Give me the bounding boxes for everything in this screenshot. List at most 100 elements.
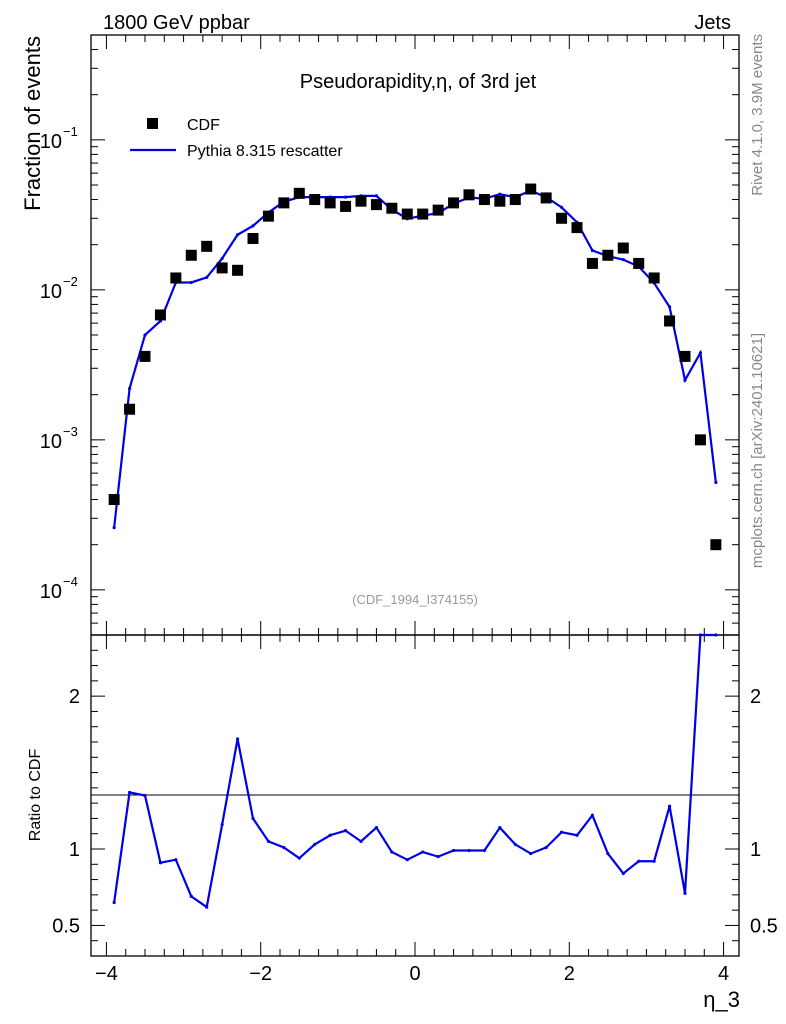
ratio-point — [266, 839, 271, 843]
ratio-point — [158, 861, 163, 865]
cdf-point — [124, 403, 136, 415]
ratio-point — [637, 859, 641, 863]
ratio-point — [652, 859, 656, 863]
ratio-line — [113, 633, 716, 909]
pythia-point — [559, 205, 564, 209]
ratio-point — [174, 858, 178, 862]
legend-data-marker — [147, 118, 158, 129]
y-tick-exponent: −1 — [63, 124, 78, 139]
ratio-point — [667, 804, 672, 808]
header-right: Jets — [694, 12, 731, 34]
pythia-line — [113, 189, 717, 528]
ratio-y-tick-label: 1 — [750, 839, 761, 861]
pythia-point — [343, 195, 348, 199]
ratio-point — [282, 845, 286, 850]
y-tick-label: 10 — [40, 281, 62, 303]
ratio-point — [482, 848, 487, 853]
cdf-point — [201, 240, 213, 252]
cdf-point — [170, 272, 182, 284]
cdf-point — [679, 350, 691, 362]
legend-mc-label: Pythia 8.315 rescatter — [187, 143, 343, 160]
ratio-point — [205, 905, 209, 909]
y-tick-label: 10 — [40, 581, 62, 603]
ratio-point — [220, 822, 224, 827]
y-axis-label: Fraction of events — [20, 36, 45, 211]
cdf-point — [185, 249, 197, 261]
ratio-point — [328, 833, 332, 837]
cdf-point — [355, 195, 367, 207]
analysis-id: (CDF_1994_I374155) — [352, 592, 478, 607]
ratio-point — [405, 858, 409, 862]
cdf-point — [463, 189, 475, 201]
chart-title: Pseudorapidity,η, of 3rd jet — [300, 71, 537, 93]
cdf-point — [478, 194, 490, 206]
y-tick-exponent: −2 — [63, 274, 78, 289]
ratio-point — [390, 850, 394, 854]
cdf-point — [278, 197, 290, 209]
ratio-point — [544, 845, 548, 850]
cdf-point — [540, 192, 552, 204]
cdf-point — [386, 202, 398, 214]
ratio-point — [235, 737, 240, 741]
cdf-point — [432, 204, 444, 216]
ratio-y-tick-label: 0.5 — [52, 915, 80, 937]
cdf-point — [154, 309, 166, 321]
cdf-point — [232, 264, 244, 276]
ratio-point — [189, 894, 193, 898]
cdf-point — [324, 197, 336, 209]
cdf-point — [525, 183, 537, 195]
ratio-point — [451, 848, 456, 853]
cdf-point — [448, 197, 460, 209]
ratio-point — [498, 826, 502, 830]
cdf-point — [340, 200, 352, 212]
ratio-point — [529, 851, 533, 856]
ratio-point — [698, 633, 703, 637]
ratio-point — [575, 833, 579, 837]
pythia-point — [235, 233, 240, 237]
cdf-point — [494, 195, 506, 207]
cdf-point — [586, 257, 598, 269]
x-tick-label: −2 — [249, 963, 272, 985]
x-tick-label: 2 — [564, 963, 575, 985]
cdf-point — [633, 257, 645, 269]
ratio-point — [467, 848, 471, 853]
pythia-point — [143, 333, 147, 337]
cdf-point — [509, 194, 521, 206]
ratio-point — [143, 793, 147, 798]
cdf-point — [417, 208, 429, 220]
pythia-point — [220, 256, 224, 261]
ratio-y-axis-label: Ratio to CDF — [27, 749, 44, 842]
ratio-y-tick-label: 2 — [750, 686, 761, 708]
ratio-point — [374, 826, 379, 830]
x-tick-label: 0 — [409, 963, 420, 985]
ratio-point — [606, 851, 610, 856]
x-tick-label: 4 — [718, 963, 729, 985]
pythia-point — [621, 258, 625, 262]
cdf-point — [694, 434, 706, 446]
pythia-point — [374, 194, 379, 198]
ratio-point — [559, 830, 564, 834]
ratio-point — [436, 855, 440, 859]
pythia-point — [683, 378, 687, 382]
pythia-point — [498, 192, 502, 196]
y-tick-label: 10 — [40, 431, 62, 453]
ratio-point — [127, 790, 132, 795]
x-tick-label: −4 — [95, 963, 118, 985]
legend-data-label: CDF — [187, 117, 220, 134]
cdf-point — [293, 187, 305, 199]
ratio-point — [359, 839, 363, 843]
y-tick-exponent: −4 — [63, 574, 78, 589]
pythia-point — [714, 480, 718, 485]
ratio-point — [251, 816, 255, 821]
side-label-mcplots: mcplots.cern.ch [arXiv:2401.10621] — [749, 333, 766, 568]
cdf-point — [247, 232, 259, 244]
ratio-point — [621, 871, 625, 876]
cdf-point — [309, 194, 321, 206]
cdf-point — [401, 208, 413, 220]
cdf-point — [216, 262, 228, 274]
cdf-point — [664, 315, 676, 327]
cdf-point — [556, 212, 568, 224]
ratio-y-tick-label: 1 — [69, 839, 80, 861]
cdf-point — [108, 494, 120, 506]
